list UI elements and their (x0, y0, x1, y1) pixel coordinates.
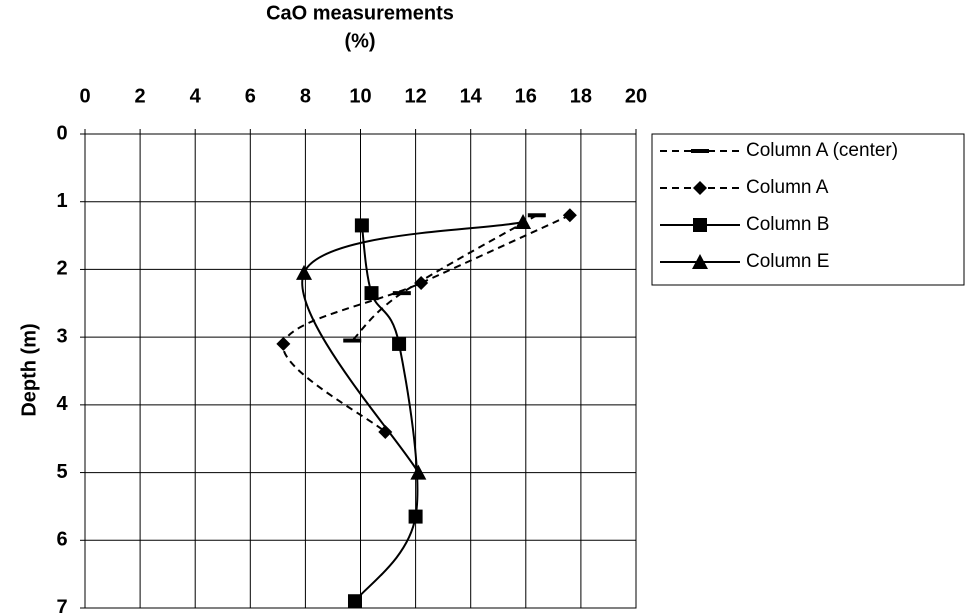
marker (410, 464, 427, 480)
x-tick-label: 8 (300, 85, 311, 107)
legend-marker (693, 218, 707, 232)
marker (378, 424, 393, 439)
x-tick-label: 10 (349, 85, 371, 107)
marker (392, 336, 407, 351)
x-tick-label: 0 (79, 85, 90, 107)
x-axis-title: (%) (344, 30, 375, 52)
marker (347, 594, 362, 609)
y-tick-label: 1 (56, 190, 67, 212)
legend-label: Column E (746, 251, 829, 272)
legend-label: Column A (746, 177, 829, 198)
marker (527, 213, 546, 218)
marker (296, 264, 313, 280)
legend-marker (691, 149, 709, 153)
marker (343, 338, 362, 343)
x-tick-label: 18 (570, 85, 592, 107)
marker (408, 509, 423, 524)
legend-marker (692, 254, 708, 269)
marker (392, 291, 411, 296)
legend-box (651, 133, 965, 286)
x-tick-label: 2 (135, 85, 146, 107)
marker (562, 208, 577, 223)
x-tick-label: 6 (245, 85, 256, 107)
series-line (351, 214, 538, 342)
x-tick-label: 4 (190, 85, 202, 107)
legend-marker (693, 181, 707, 195)
legend-label: Column B (746, 214, 829, 235)
series-line (354, 225, 419, 602)
y-tick-label: 2 (56, 258, 67, 280)
series-line (301, 221, 524, 474)
marker (364, 286, 379, 301)
x-tick-label: 20 (625, 85, 647, 107)
series-line (282, 214, 571, 433)
x-tick-label: 16 (515, 85, 537, 107)
legend-label: Column A (center) (746, 140, 898, 161)
y-axis-title: Depth (m) (18, 323, 40, 416)
y-tick-label: 6 (56, 529, 67, 551)
y-tick-label: 3 (56, 325, 67, 347)
marker (414, 275, 429, 290)
x-axis-title: CaO measurements (266, 2, 454, 24)
y-tick-label: 7 (56, 596, 67, 613)
marker (354, 218, 369, 233)
y-tick-label: 0 (56, 122, 67, 144)
y-tick-label: 5 (56, 461, 67, 483)
marker (276, 336, 291, 351)
y-tick-label: 4 (56, 393, 68, 415)
x-tick-label: 14 (460, 85, 483, 107)
marker (515, 214, 532, 230)
x-tick-label: 12 (404, 85, 426, 107)
